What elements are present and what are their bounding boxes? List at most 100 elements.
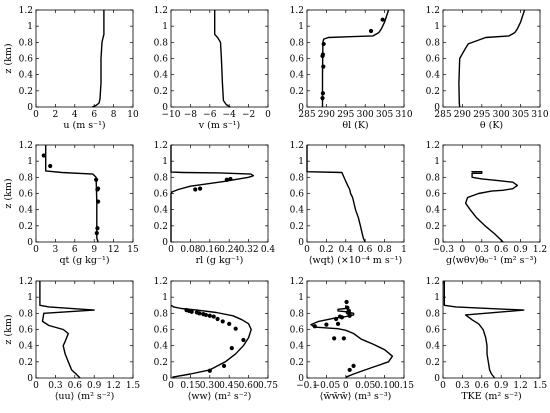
y-tick-label: 0.6 — [426, 190, 441, 200]
observation-point — [334, 316, 339, 322]
observation-point — [347, 367, 352, 373]
y-tick-label: 0.8 — [426, 309, 441, 319]
y-axis-label: z (km) — [3, 314, 14, 344]
plot-frame — [442, 280, 541, 379]
x-tick-label: 0.3 — [475, 245, 490, 255]
y-tick-label: 0.2 — [426, 87, 440, 97]
x-axis-label: qt (g kg⁻¹) — [59, 255, 109, 266]
x-axis-label: ⟨uu⟩ (m² s⁻²) — [55, 391, 115, 402]
x-tick-label: 0 — [440, 381, 446, 391]
observation-point — [95, 199, 101, 204]
observation-point — [201, 312, 206, 317]
x-axis-label: ⟨w̃w̃w̃⟩ (m³ s⁻³) — [320, 391, 392, 402]
x-tick-label: −8 — [184, 110, 198, 120]
observation-point — [337, 314, 343, 319]
y-tick-label: 0.8 — [19, 173, 34, 183]
observation-point — [207, 313, 212, 318]
x-tick-label: 1.2 — [533, 245, 547, 255]
y-tick-label: 0.2 — [290, 222, 304, 232]
panel-4: 285 290 295 300 305 310 0 0.2 0.4 0.6 0.8 1 1.2 θ (K) — [426, 6, 549, 131]
observation-point — [321, 41, 326, 47]
plot-frame — [35, 280, 134, 379]
x-tick-label: 0.05 — [355, 381, 375, 391]
x-tick-label: 0 — [33, 110, 39, 120]
y-tick-label: 0.4 — [154, 342, 169, 352]
profile-line — [321, 9, 390, 107]
observation-point — [320, 52, 326, 57]
profile-line — [92, 10, 105, 108]
panel-7: 0 0.2 0.4 0.6 0.8 1 0 0.2 0.4 0.6 0.8 1 1.2 ⟨wqt⟩ (×1… — [290, 141, 407, 266]
x-tick-label: 0.4 — [261, 245, 276, 255]
y-tick-label: 0.6 — [290, 326, 305, 336]
x-tick-label: −0.05 — [313, 381, 341, 391]
y-tick-label: 0.4 — [19, 342, 34, 352]
y-tick-label: 0.2 — [290, 358, 304, 368]
y-tick-label: 1 — [434, 22, 440, 32]
x-tick-label: 0 — [168, 245, 174, 255]
panel-1: 0 2 4 6 8 10 0 0.2 0.4 0.6 0.8 1 1.2 u (m s⁻¹) z (km) — [3, 6, 139, 131]
observation-point — [241, 337, 246, 343]
x-tick-label: 290 — [454, 110, 471, 120]
plot-frame — [442, 144, 541, 243]
x-tick-label: 0 — [168, 381, 174, 391]
x-tick-label: 1 — [401, 245, 407, 255]
x-tick-label: −2 — [242, 110, 255, 120]
y-tick-label: 0.2 — [19, 358, 33, 368]
x-tick-label: 0 — [343, 381, 349, 391]
y-tick-label: 0 — [298, 238, 304, 248]
observation-point — [48, 163, 53, 169]
observation-point — [344, 299, 349, 305]
x-tick-label: 0 — [33, 381, 39, 391]
x-tick-label: 0.9 — [87, 381, 102, 391]
plot-frame — [170, 9, 269, 108]
plot-frame — [170, 144, 269, 243]
y-tick-label: 0 — [162, 374, 168, 384]
x-tick-label: 0.8 — [377, 245, 392, 255]
y-tick-label: 1.2 — [154, 141, 168, 151]
x-tick-label: 0.60 — [239, 381, 259, 391]
x-tick-label: 290 — [318, 110, 335, 120]
y-tick-label: 0.8 — [19, 309, 34, 319]
x-axis-label: ⟨wqt⟩ (×10⁻⁴ m s⁻¹) — [309, 255, 403, 266]
x-tick-label: −10 — [162, 110, 181, 120]
observation-point — [228, 176, 233, 182]
x-tick-label: 310 — [531, 110, 548, 120]
y-tick-label: 0 — [434, 103, 440, 113]
x-tick-label: 0.08 — [180, 245, 200, 255]
observation-point — [224, 177, 229, 182]
x-tick-label: 15 — [127, 245, 139, 255]
y-tick-label: 0.8 — [154, 173, 169, 183]
x-tick-label: 6 — [91, 110, 97, 120]
y-tick-label: 0.6 — [290, 55, 305, 65]
x-tick-label: 1.5 — [126, 381, 141, 391]
x-tick-label: 6 — [72, 245, 78, 255]
x-tick-label: 1.2 — [106, 381, 120, 391]
profile-line — [306, 145, 366, 243]
observation-point — [312, 324, 317, 329]
x-tick-label: 295 — [337, 110, 354, 120]
plot-frame — [442, 9, 541, 108]
y-tick-label: 0.2 — [426, 222, 440, 232]
x-tick-label: 0.2 — [319, 245, 333, 255]
x-tick-label: 0.16 — [200, 245, 220, 255]
observation-point — [221, 363, 227, 368]
observation-point — [229, 345, 234, 351]
y-tick-label: 1 — [27, 293, 33, 303]
y-tick-label: 0.4 — [426, 342, 441, 352]
y-tick-label: 0 — [27, 374, 33, 384]
x-tick-label: 0.6 — [358, 245, 373, 255]
x-tick-label: −0.1 — [296, 381, 318, 391]
y-tick-label: 0 — [27, 238, 33, 248]
x-tick-label: 300 — [357, 110, 374, 120]
plot-frame — [306, 280, 405, 379]
x-tick-label: 0 — [304, 245, 310, 255]
y-tick-label: 0.6 — [19, 55, 34, 65]
observation-point — [233, 326, 238, 331]
x-tick-label: 0.9 — [494, 381, 509, 391]
x-tick-label: −0.3 — [432, 245, 454, 255]
observation-point — [193, 187, 198, 192]
x-tick-label: 0.9 — [513, 245, 528, 255]
x-tick-label: 4 — [72, 110, 78, 120]
plot-frame — [35, 144, 134, 243]
profile-line — [458, 9, 526, 108]
